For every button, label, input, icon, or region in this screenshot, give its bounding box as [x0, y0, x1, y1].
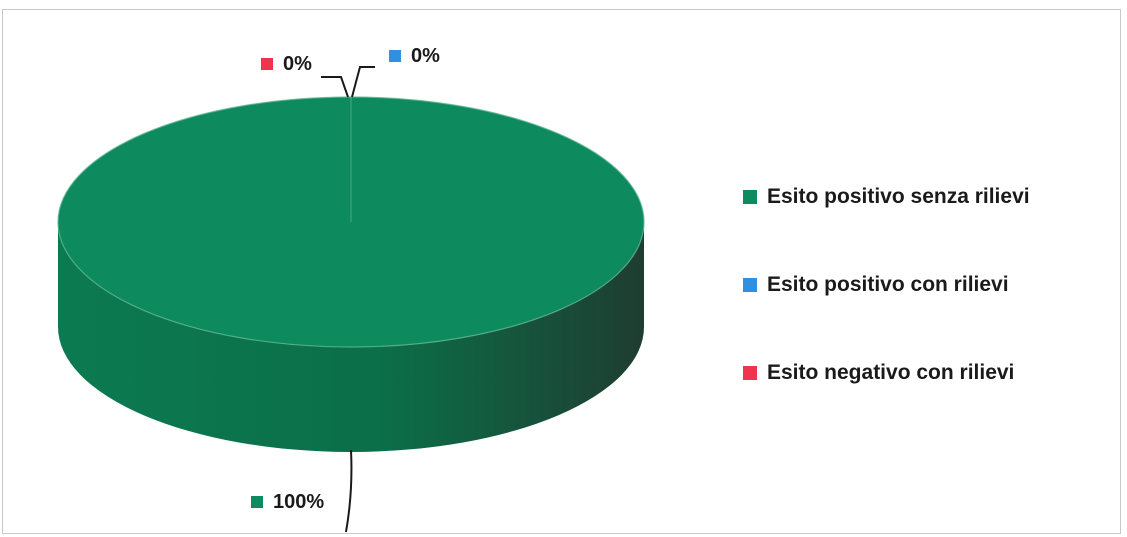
legend-swatch: [743, 190, 757, 204]
leader-line: [321, 76, 349, 98]
legend-label: Esito positivo con rilievi: [767, 273, 1009, 296]
legend-item: Esito positivo senza rilievi: [743, 175, 1123, 219]
leader-line: [345, 449, 353, 533]
pie-chart: 0% 0% 100%: [57, 45, 645, 533]
data-label: 0%: [261, 53, 312, 75]
data-label-text: 0%: [283, 53, 312, 75]
pie-side: [58, 222, 644, 452]
chart-frame: 0% 0% 100% Esito positivo senza rilievi Es…: [2, 9, 1121, 534]
legend: Esito positivo senza rilievi Esito posit…: [743, 175, 1123, 439]
data-label: 100%: [251, 491, 324, 513]
data-label: 0%: [389, 45, 440, 67]
data-label-swatch: [389, 50, 401, 62]
legend-item: Esito positivo con rilievi: [743, 263, 1123, 307]
legend-label: Esito negativo con rilievi: [767, 361, 1015, 384]
legend-swatch: [743, 366, 757, 380]
data-label-swatch: [251, 496, 263, 508]
legend-item: Esito negativo con rilievi: [743, 351, 1123, 395]
data-label-text: 0%: [411, 45, 440, 67]
data-label-text: 100%: [273, 491, 324, 513]
legend-label: Esito positivo senza rilievi: [767, 185, 1030, 208]
leader-line: [351, 66, 375, 98]
legend-swatch: [743, 278, 757, 292]
data-label-swatch: [261, 58, 273, 70]
